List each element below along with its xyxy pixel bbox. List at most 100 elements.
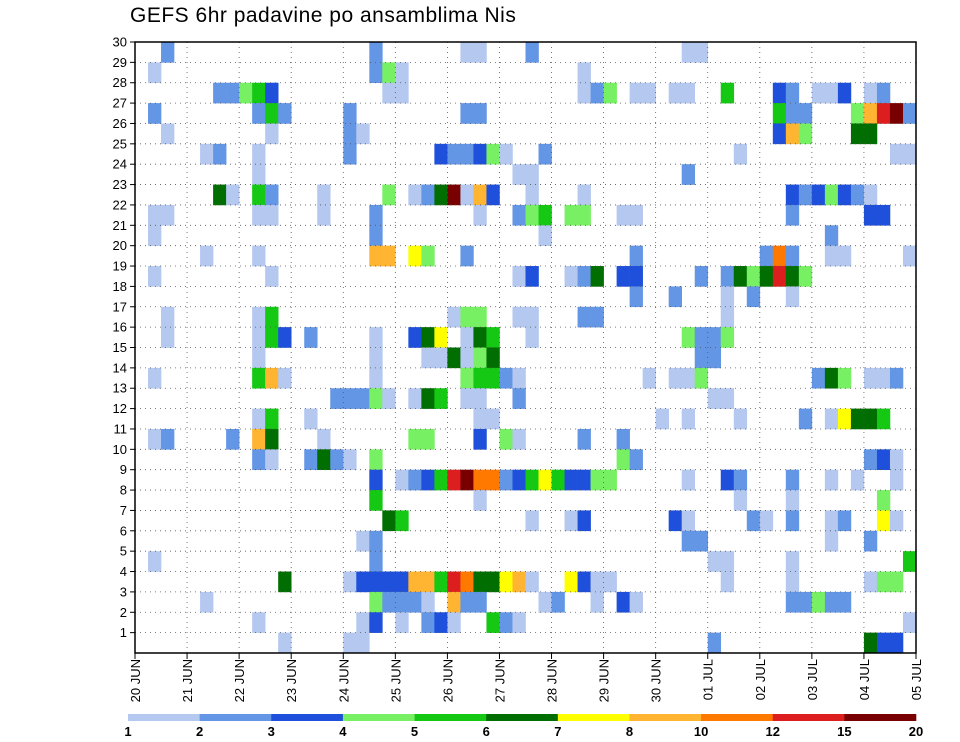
heatmap-cell <box>369 449 383 470</box>
heatmap-cell <box>343 123 357 145</box>
heatmap-cell <box>200 245 214 267</box>
heatmap-cell <box>759 245 774 267</box>
heatmap-cell <box>252 408 266 430</box>
heatmap-cell <box>889 103 904 124</box>
heatmap-cell <box>850 123 865 145</box>
heatmap-cell <box>382 388 396 409</box>
heatmap-cell <box>889 469 904 491</box>
heatmap-cell <box>577 469 591 491</box>
heatmap-cell <box>824 367 839 389</box>
y-tick-label: 18 <box>113 279 127 294</box>
heatmap-cell <box>148 225 162 246</box>
heatmap-cell <box>252 428 266 450</box>
heatmap-cell <box>382 571 396 593</box>
heatmap-cell <box>265 123 279 145</box>
heatmap-cell <box>681 530 696 552</box>
heatmap-cell <box>577 204 591 226</box>
heatmap-cell <box>785 204 800 226</box>
heatmap-cell <box>369 367 383 389</box>
heatmap-cell <box>798 408 813 430</box>
heatmap-cell <box>395 612 409 633</box>
heatmap-cell <box>733 490 748 511</box>
heatmap-cell <box>343 571 357 593</box>
heatmap-cell <box>369 62 383 84</box>
heatmap-cell <box>434 612 448 633</box>
heatmap-cell <box>460 591 474 613</box>
heatmap-cell <box>252 82 266 104</box>
heatmap-cell <box>382 62 396 84</box>
heatmap-cell <box>564 469 578 491</box>
heatmap-cell <box>499 612 513 633</box>
heatmap-cell <box>668 286 682 308</box>
heatmap-cell <box>512 612 526 633</box>
heatmap-cell <box>889 449 904 470</box>
heatmap-cell <box>447 347 461 369</box>
heatmap-cell <box>616 204 630 226</box>
legend-swatch <box>629 714 702 721</box>
heatmap-cell <box>772 103 787 124</box>
heatmap-cell <box>824 469 839 491</box>
heatmap-cell <box>902 551 917 572</box>
heatmap-cell <box>460 367 474 389</box>
heatmap-cell <box>369 571 383 593</box>
heatmap-cell <box>473 591 487 613</box>
x-tick-label: 20 JUN <box>128 659 143 702</box>
heatmap-cell <box>850 103 865 124</box>
heatmap-cell <box>603 82 617 104</box>
heatmap-cell <box>824 245 839 267</box>
heatmap-cell <box>473 408 487 430</box>
heatmap-cell <box>720 286 735 308</box>
heatmap-cell <box>473 388 487 409</box>
heatmap-cell <box>265 306 279 328</box>
heatmap-cell <box>746 266 761 287</box>
x-tick-label: 02 JUL <box>753 659 768 700</box>
heatmap-cell <box>577 510 591 532</box>
heatmap-cell <box>798 184 813 206</box>
heatmap-cell <box>525 306 539 328</box>
heatmap-cell <box>876 204 891 226</box>
y-tick-label: 28 <box>113 75 127 90</box>
heatmap-cell <box>473 184 487 206</box>
heatmap-cell <box>447 571 461 593</box>
heatmap-cell <box>616 449 630 470</box>
heatmap-cell <box>434 327 448 348</box>
heatmap-cell <box>161 428 175 450</box>
legend-label: 3 <box>268 724 275 739</box>
x-tick-label: 03 JUL <box>805 659 820 700</box>
heatmap-cell <box>356 530 370 552</box>
heatmap-cell <box>265 408 279 430</box>
heatmap-cell <box>265 266 279 287</box>
heatmap-cell <box>252 103 266 124</box>
heatmap-cell <box>824 184 839 206</box>
heatmap-cell <box>460 184 474 206</box>
heatmap-cell <box>304 449 318 470</box>
heatmap-cell <box>356 632 370 654</box>
legend-swatch <box>199 714 272 721</box>
heatmap-cell <box>876 632 891 654</box>
heatmap-cell <box>499 143 513 165</box>
heatmap-cell <box>694 367 709 389</box>
x-tick-label: 23 JUN <box>284 659 299 702</box>
heatmap-cell <box>473 143 487 165</box>
legend-label: 4 <box>339 724 347 739</box>
heatmap-cell <box>551 591 565 613</box>
heatmap-cell <box>551 469 565 491</box>
heatmap-cell <box>486 612 500 633</box>
heatmap-cell <box>590 306 604 328</box>
heatmap-cell <box>577 428 591 450</box>
heatmap-cell <box>759 510 774 532</box>
heatmap-cell <box>577 62 591 84</box>
heatmap-cell <box>317 204 331 226</box>
y-tick-label: 11 <box>114 421 128 436</box>
heatmap-cell <box>785 286 800 308</box>
heatmap-cell <box>473 490 487 511</box>
legend-label: 7 <box>554 724 561 739</box>
heatmap-cell <box>434 347 448 369</box>
heatmap-cell <box>252 367 266 389</box>
heatmap-cell <box>447 591 461 613</box>
heatmap-cell <box>473 367 487 389</box>
x-tick-label: 21 JUN <box>180 659 195 702</box>
heatmap-cell <box>369 388 383 409</box>
y-tick-label: 13 <box>113 381 127 396</box>
